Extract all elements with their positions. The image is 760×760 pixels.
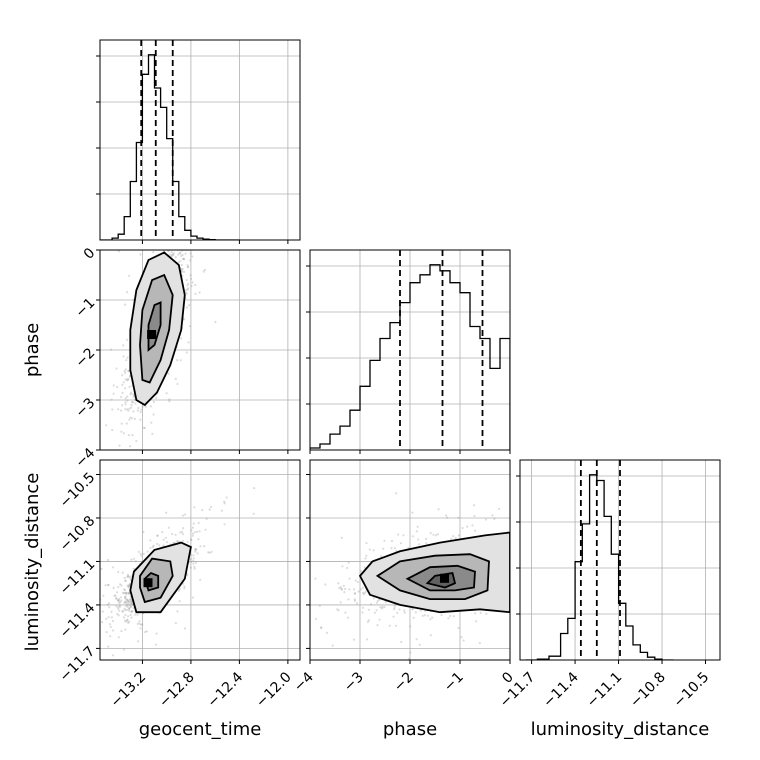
ytick-label-luminosity-distance: −10.5 bbox=[57, 470, 99, 512]
ytick-label-phase: −3 bbox=[72, 395, 98, 421]
2d-phase-luminosity-distance-contour-2 bbox=[405, 564, 476, 592]
ylabel-phase: phase bbox=[22, 323, 43, 377]
panel-2d-phase-luminosity-distance bbox=[309, 459, 511, 661]
ytick-label-phase: −1 bbox=[72, 295, 98, 321]
panel-2d-geocent-time-luminosity-distance bbox=[99, 459, 301, 661]
hist-geocent-time-frame bbox=[99, 39, 301, 241]
ytick-label-luminosity-distance: −11.4 bbox=[57, 600, 99, 642]
2d-geocent-time-luminosity-distance-contour-0 bbox=[129, 541, 192, 614]
2d-geocent-time-phase-contour-2 bbox=[147, 301, 162, 352]
ytick-label-phase: 0 bbox=[81, 245, 99, 263]
2d-geocent-time-luminosity-distance-frame bbox=[99, 459, 301, 661]
ytick-label-phase: −4 bbox=[72, 445, 98, 471]
ytick-label-luminosity-distance: −11.7 bbox=[57, 643, 99, 685]
panel-2d-geocent-time-phase bbox=[99, 249, 301, 451]
xtick-label-phase: −1 bbox=[441, 669, 467, 695]
2d-geocent-time-phase-peak bbox=[147, 330, 157, 339]
panel-hist-luminosity-distance bbox=[516, 459, 721, 661]
xlabel-luminosity-distance: luminosity_distance bbox=[531, 719, 710, 740]
2d-geocent-time-luminosity-distance-contour-1 bbox=[139, 557, 174, 604]
xtick-label-phase: −3 bbox=[341, 669, 367, 695]
2d-phase-luminosity-distance-contour-0 bbox=[358, 531, 510, 614]
ytick-label-luminosity-distance: −10.8 bbox=[57, 513, 99, 555]
hist-luminosity-distance-frame bbox=[519, 459, 721, 661]
xtick-label-geocent-time: −12.8 bbox=[156, 669, 198, 711]
xlabel-phase: phase bbox=[383, 719, 437, 740]
2d-geocent-time-luminosity-distance-peak bbox=[143, 578, 153, 588]
xtick-label-phase: −4 bbox=[291, 669, 317, 695]
xtick-label-luminosity-distance: −10.5 bbox=[671, 669, 713, 711]
xtick-label-luminosity-distance: −11.4 bbox=[540, 669, 582, 711]
hist-geocent-time-steps bbox=[100, 54, 240, 240]
panel-hist-geocent-time bbox=[96, 39, 301, 241]
2d-geocent-time-phase-contour-1 bbox=[139, 273, 174, 384]
xtick-label-luminosity-distance: −10.8 bbox=[627, 669, 669, 711]
ylabel-luminosity-distance: luminosity_distance bbox=[22, 473, 43, 652]
hist-phase-steps bbox=[310, 264, 510, 450]
xtick-label-phase: −2 bbox=[391, 669, 417, 695]
xtick-label-geocent-time: −12.4 bbox=[205, 669, 247, 711]
2d-geocent-time-phase-contour-0 bbox=[129, 251, 186, 407]
xtick-label-geocent-time: −12.0 bbox=[253, 669, 295, 711]
ytick-label-luminosity-distance: −11.1 bbox=[57, 556, 99, 598]
panel-hist-phase bbox=[306, 249, 511, 451]
2d-geocent-time-luminosity-distance-contour-2 bbox=[143, 571, 160, 592]
2d-phase-luminosity-distance-peak bbox=[440, 573, 449, 583]
ytick-label-phase: −2 bbox=[72, 345, 98, 371]
2d-phase-luminosity-distance-contour-1 bbox=[375, 553, 490, 600]
2d-phase-luminosity-distance-contour-3 bbox=[425, 571, 457, 589]
xtick-label-geocent-time: −13.2 bbox=[108, 669, 150, 711]
hist-luminosity-distance-steps bbox=[525, 474, 674, 660]
xtick-label-luminosity-distance: −11.1 bbox=[584, 669, 626, 711]
xlabel-geocent-time: geocent_time bbox=[139, 719, 262, 740]
